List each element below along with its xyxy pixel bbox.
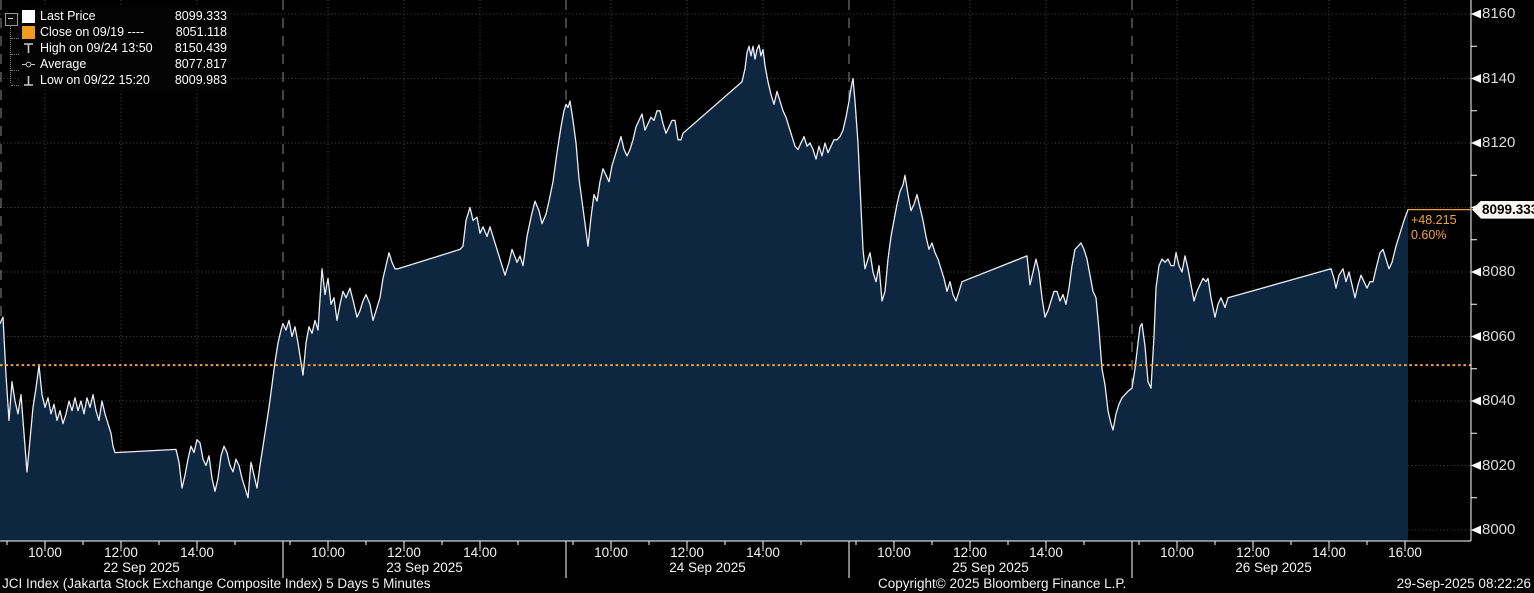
legend-row-last-price[interactable]: Last Price 8099.333 [22, 8, 229, 24]
time-tick-label: 16:00 [1388, 545, 1422, 560]
legend-label: Last Price [40, 9, 96, 23]
chart-legend: Last Price 8099.333 Close on 09/19 ---- … [19, 7, 231, 92]
legend-value: 8009.983 [174, 73, 227, 87]
y-axis-label: 8040 [1482, 392, 1516, 409]
chart-title-footer: JCI Index (Jakarta Stock Exchange Compos… [2, 576, 431, 591]
date-label: 25 Sep 2025 [952, 560, 1029, 575]
legend-row-high[interactable]: High on 09/24 13:50 8150.439 [22, 40, 229, 56]
time-tick-label: 12:00 [387, 545, 421, 560]
legend-row-close[interactable]: Close on 09/19 ---- 8051.118 [22, 24, 229, 40]
date-label: 22 Sep 2025 [103, 560, 180, 575]
legend-label: Low on 09/22 15:20 [40, 73, 150, 87]
copyright-footer: Copyright© 2025 Bloomberg Finance L.P. [878, 576, 1127, 591]
y-axis-label: 8000 [1482, 521, 1516, 538]
legend-tree-stub [11, 70, 19, 71]
legend-tree-rail [10, 25, 11, 83]
minus-icon [8, 18, 13, 19]
time-tick-label: 10:00 [1160, 545, 1194, 560]
legend-value: 8099.333 [174, 9, 227, 23]
last-price-swatch-icon [22, 9, 35, 23]
time-tick-label: 12:00 [104, 545, 138, 560]
time-tick-label: 14:00 [463, 545, 497, 560]
time-tick-label: 12:00 [953, 545, 987, 560]
legend-tree-stub [11, 38, 19, 39]
time-tick-label: 14:00 [180, 545, 214, 560]
time-tick-label: 14:00 [1312, 545, 1346, 560]
high-marker-icon [22, 42, 35, 55]
date-label: 26 Sep 2025 [1235, 560, 1312, 575]
legend-collapse-toggle[interactable] [5, 13, 18, 26]
y-axis-label: 8120 [1482, 134, 1516, 151]
legend-label: High on 09/24 13:50 [40, 41, 153, 55]
date-label: 24 Sep 2025 [669, 560, 746, 575]
price-change-label: +48.215 0.60% [1411, 213, 1457, 243]
legend-value: 8150.439 [174, 41, 227, 55]
legend-row-average[interactable]: Average 8077.817 [22, 56, 229, 72]
low-marker-icon [22, 74, 35, 87]
time-tick-label: 10:00 [594, 545, 628, 560]
legend-row-low[interactable]: Low on 09/22 15:20 8009.983 [22, 72, 229, 88]
time-tick-label: 10:00 [877, 545, 911, 560]
legend-value: 8077.817 [174, 57, 227, 71]
legend-label: Average [40, 57, 87, 71]
y-axis-label: 8020 [1482, 456, 1516, 474]
change-absolute: +48.215 [1411, 212, 1457, 227]
time-tick-label: 14:00 [1029, 545, 1063, 560]
legend-value: 8051.118 [175, 25, 227, 39]
y-axis-label: 8160 [1482, 5, 1516, 22]
time-tick-label: 10:00 [28, 545, 62, 560]
timestamp-footer: 29-Sep-2025 08:22:26 [1396, 576, 1531, 591]
time-tick-label: 12:00 [1236, 545, 1270, 560]
y-axis-label: 8140 [1482, 69, 1516, 87]
average-marker-icon [22, 58, 35, 71]
legend-tree-stub [11, 85, 19, 86]
legend-tree-stub [11, 54, 19, 55]
y-axis-label: 8080 [1482, 263, 1516, 280]
time-tick-label: 10:00 [311, 545, 345, 560]
date-label: 23 Sep 2025 [386, 560, 463, 575]
last-price-flag: 8099.333 [1472, 200, 1534, 219]
time-tick-label: 12:00 [670, 545, 704, 560]
time-tick-label: 14:00 [746, 545, 780, 560]
y-axis-label: 8060 [1482, 327, 1516, 345]
change-percent: 0.60% [1411, 227, 1447, 242]
close-swatch-icon [22, 25, 35, 39]
legend-label: Close on 09/19 ---- [40, 25, 145, 39]
